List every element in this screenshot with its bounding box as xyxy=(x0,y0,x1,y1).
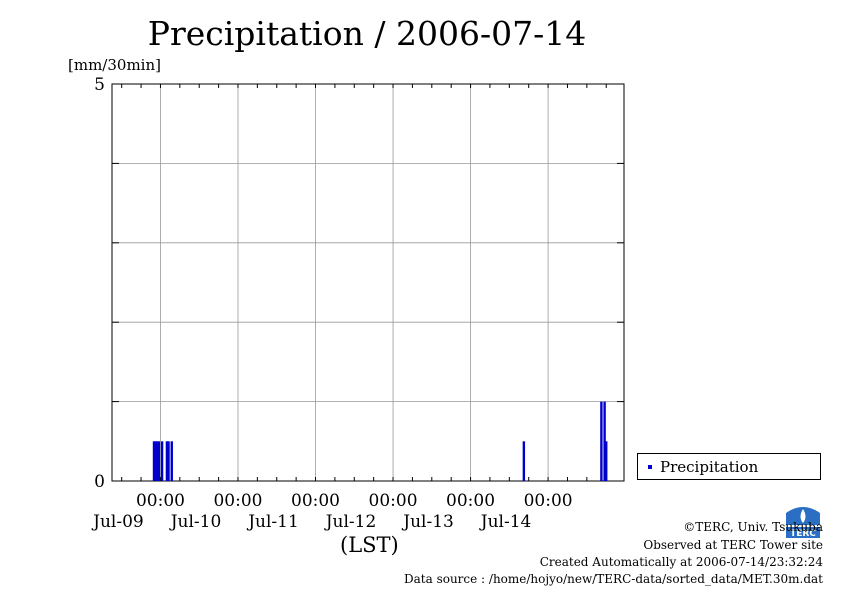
x-tick-date-label: Jul-10 xyxy=(169,512,222,532)
grid-lines xyxy=(112,84,624,481)
y-tick-label: 5 xyxy=(94,75,105,95)
x-tick-date-label: Jul-09 xyxy=(91,512,144,532)
plot-area xyxy=(111,83,625,482)
precipitation-bar xyxy=(605,441,608,481)
x-tick-time-label: 00:00 xyxy=(524,491,573,511)
precipitation-bar xyxy=(170,441,173,481)
precipitation-bar xyxy=(603,401,606,481)
precipitation-bar xyxy=(152,441,156,481)
precipitation-bar xyxy=(522,441,526,481)
legend-swatch xyxy=(648,465,652,469)
chart-title: Precipitation / 2006-07-14 xyxy=(147,14,587,53)
legend-label: Precipitation xyxy=(660,458,759,476)
x-tick-date-label: Jul-13 xyxy=(401,512,454,532)
source-text: Data source : /home/hojyo/new/TERC-data/… xyxy=(404,572,823,586)
precipitation-bar xyxy=(160,441,164,481)
x-tick-time-label: 00:00 xyxy=(291,491,340,511)
x-tick-date-label: Jul-12 xyxy=(324,512,377,532)
x-tick-date-label: Jul-14 xyxy=(479,512,532,532)
created-text: Created Automatically at 2006-07-14/23:3… xyxy=(539,555,823,569)
x-tick-time-label: 00:00 xyxy=(369,491,418,511)
x-tick-time-label: 00:00 xyxy=(213,491,262,511)
precipitation-bar xyxy=(157,441,161,481)
precipitation-bar xyxy=(167,441,170,481)
y-tick-label: 0 xyxy=(94,472,105,492)
x-axis-label: (LST) xyxy=(340,533,399,557)
copyright-text: ©TERC, Univ. Tsukuba xyxy=(683,520,823,534)
precipitation-bars xyxy=(152,401,608,481)
x-tick-time-label: 00:00 xyxy=(446,491,495,511)
logo-lettering: TERC xyxy=(790,529,816,539)
legend: Precipitation xyxy=(637,453,821,480)
x-tick-date-label: Jul-11 xyxy=(246,512,299,532)
precipitation-bar xyxy=(156,441,159,481)
precipitation-bar xyxy=(165,441,169,481)
x-axis-ticks: 00:00Jul-0900:00Jul-1000:00Jul-1100:00Ju… xyxy=(91,84,607,532)
observed-text: Observed at TERC Tower site xyxy=(643,538,823,552)
precipitation-bar xyxy=(154,441,157,481)
terc-logo: TERC xyxy=(784,503,822,539)
y-axis-ticks: 05 xyxy=(94,75,624,492)
precipitation-bar xyxy=(600,401,603,481)
x-tick-time-label: 00:00 xyxy=(136,491,185,511)
y-axis-unit-label: [mm/30min] xyxy=(68,56,161,74)
